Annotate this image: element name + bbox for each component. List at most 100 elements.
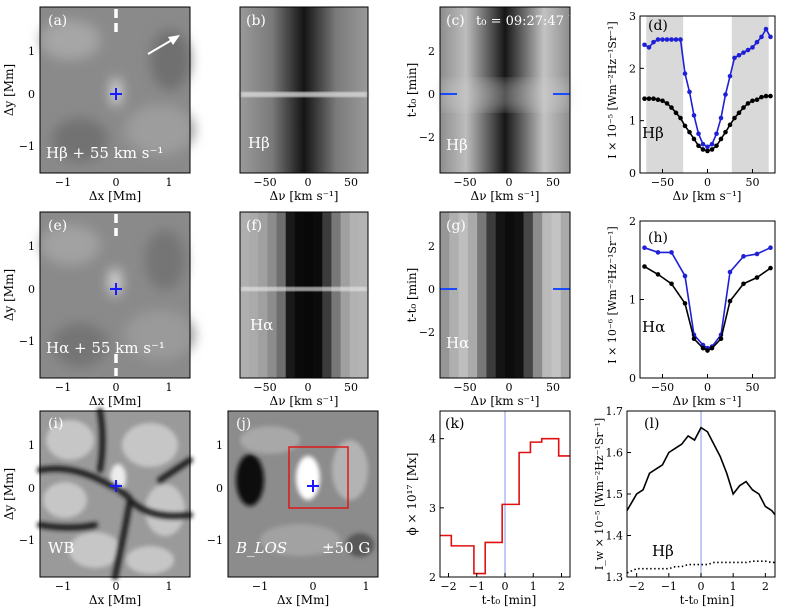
panel-d-xlabel: Δν [km s⁻¹]	[673, 189, 742, 203]
y-tick-label: 0	[629, 167, 636, 180]
svg-text:1: 1	[216, 439, 223, 452]
series-0-point	[709, 141, 715, 147]
series-0-point	[655, 37, 661, 42]
series-1-point	[691, 336, 697, 342]
series-1-point	[718, 136, 724, 142]
panel-j-xlabel: Δx [Mm]	[277, 593, 329, 607]
series-1-point	[745, 101, 751, 106]
series-0-point	[727, 73, 733, 79]
svg-text:0: 0	[506, 381, 513, 394]
x-tick-label: 0	[704, 381, 711, 394]
panel-h: −50 0 50 0 1 2 (h) Hα Δν [km s⁻¹] I × 10⁻⁶ [W…	[606, 215, 776, 408]
x-tick-label: 2	[762, 580, 769, 593]
panel-h-ylabel: I × 10⁻⁶ [Wm⁻²Hz⁻¹Sr⁻¹]	[606, 226, 619, 363]
svg-text:0: 0	[305, 176, 312, 189]
y-tick-label: 1	[629, 294, 636, 307]
series-1-point	[768, 93, 773, 99]
series-0-point	[768, 245, 773, 250]
svg-text:0: 0	[305, 381, 312, 394]
panel-i-label: (i)	[48, 416, 63, 432]
series-0-point	[682, 273, 688, 279]
series-0-point	[651, 39, 656, 45]
panel-b-xlabel: Δν [km s⁻¹]	[270, 189, 339, 203]
panel-g-label: (g)	[446, 218, 466, 234]
panel-l-xlabel: t-t₀ [min]	[680, 593, 735, 607]
panel-j: (j) B_LOS ±50 G −1 0 1 1 0 −1 Δx [Mm]	[207, 410, 379, 607]
series-0-line	[440, 437, 570, 575]
svg-text:−50: −50	[453, 381, 476, 394]
svg-text:50: 50	[546, 176, 560, 189]
y-tick-label: 3	[429, 502, 436, 515]
svg-text:−1: −1	[55, 381, 71, 394]
series-1-point	[691, 136, 697, 142]
y-tick-label: 2	[629, 215, 636, 228]
svg-text:1: 1	[166, 381, 173, 394]
y-tick-label: 1.6	[606, 447, 624, 460]
panel-d-ylabel: I × 10⁻⁵ [Wm⁻²Hz⁻¹Sr⁻¹]	[606, 21, 619, 158]
x-tick-label: −2	[629, 580, 645, 593]
panel-a-ylabel: Δy [Mm]	[2, 64, 16, 116]
panel-f-annotation: Hα	[250, 316, 273, 334]
panel-c-xlabel: Δν [km s⁻¹]	[471, 189, 540, 203]
y-tick-label: 3	[629, 10, 636, 23]
series-0-point	[669, 250, 674, 255]
panel-j-annotation2: ±50 G	[322, 539, 370, 557]
svg-text:1: 1	[166, 176, 173, 189]
panel-e-ylabel: Δy [Mm]	[2, 269, 16, 321]
x-tick-label: −2	[440, 580, 456, 593]
series-0-point	[682, 71, 688, 76]
panel-i-annotation: WB	[48, 539, 74, 557]
panel-b-annotation: Hβ	[248, 134, 270, 152]
panel-c-ylabel: t-t₀ [min]	[405, 63, 419, 118]
series-1-point	[718, 336, 724, 342]
series-1-point	[642, 264, 647, 269]
series-1-point	[750, 98, 755, 104]
chart-k-plot: −2 −1 0 1 2 2 3 4	[429, 410, 571, 593]
series-0-point	[768, 34, 773, 40]
series-1-point	[709, 345, 715, 351]
panel-g-xlabel: Δν [km s⁻¹]	[471, 394, 540, 408]
x-tick-label: −50	[651, 176, 674, 189]
series-1-point	[727, 122, 733, 128]
svg-text:−2: −2	[419, 326, 435, 339]
panel-f: (f) Hα −50 0 50 Δν [km s⁻¹]	[239, 211, 369, 408]
panel-i-xlabel: Δx [Mm]	[89, 593, 141, 607]
panel-h-label: (h)	[648, 230, 668, 246]
svg-text:−50: −50	[253, 381, 276, 394]
chart-l-plot: −2 −1 0 1 2 1.3 1.4 1.5 1.6 1.7	[606, 405, 776, 593]
svg-text:1: 1	[28, 240, 35, 253]
panel-f-label: (f)	[246, 218, 262, 234]
series-1-point	[678, 115, 683, 121]
series-0-point	[754, 251, 760, 257]
series-0-point	[723, 92, 728, 97]
series-1-point	[700, 345, 706, 351]
svg-text:0: 0	[28, 283, 35, 296]
chart-h-plot: −50 0 50 0 1 2	[629, 215, 776, 394]
svg-text:−1: −1	[252, 580, 268, 593]
series-0-point	[754, 39, 760, 45]
x-tick-label: 50	[746, 176, 760, 189]
x-tick-label: 0	[698, 580, 705, 593]
x-tick-label: 1	[730, 580, 737, 593]
series-1-point	[705, 148, 710, 154]
series-1-point	[736, 110, 742, 116]
svg-text:−1: −1	[19, 140, 35, 153]
series-0-point	[732, 55, 737, 61]
svg-text:−50: −50	[453, 176, 476, 189]
series-1-point	[705, 348, 710, 353]
panel-k-xlabel: t-t₀ [min]	[482, 593, 537, 607]
panel-c-label: (c)	[446, 13, 465, 29]
panel-c-time: t₀ = 09:27:47 UT	[476, 14, 588, 29]
panel-h-xlabel: Δν [km s⁻¹]	[673, 394, 742, 408]
panel-d: −50 0 50 0 1 2 3 (d) Hβ Δν [km s⁻¹] I × 10⁻⁵ […	[606, 10, 776, 203]
y-tick-label: 4	[429, 433, 436, 446]
panel-a-label: (a)	[48, 13, 67, 29]
x-tick-label: −50	[651, 381, 674, 394]
panel-f-xlabel: Δν [km s⁻¹]	[270, 394, 339, 408]
series-1-point	[664, 101, 670, 106]
y-tick-label: 2	[629, 62, 636, 75]
panel-l-annotation: Hβ	[652, 542, 674, 560]
series-1-point	[682, 123, 688, 129]
x-tick-label: 0	[502, 580, 509, 593]
